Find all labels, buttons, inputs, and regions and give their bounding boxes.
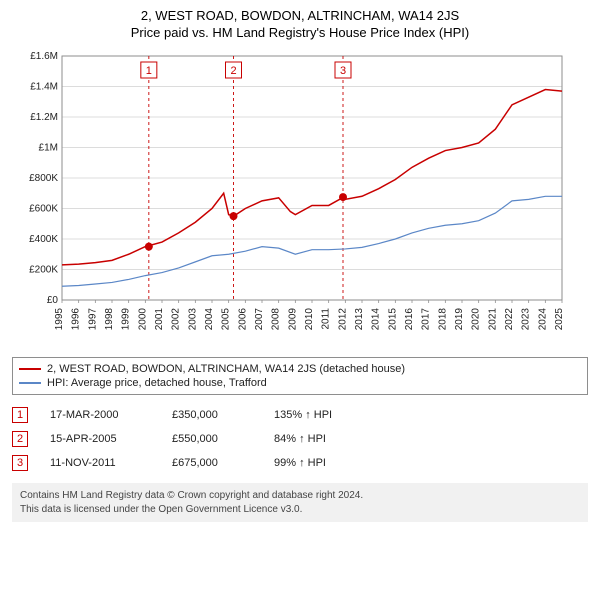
- sale-point: [145, 243, 153, 251]
- legend-swatch: [19, 368, 41, 370]
- y-tick-label: £200K: [29, 265, 58, 276]
- x-tick-label: 1995: [54, 308, 65, 331]
- marker-badge-number: 3: [340, 65, 346, 77]
- marker-price: £550,000: [172, 433, 252, 445]
- chart-subtitle: Price paid vs. HM Land Registry's House …: [12, 25, 588, 40]
- marker-date: 15-APR-2005: [50, 433, 150, 445]
- legend-item: HPI: Average price, detached house, Traf…: [19, 376, 581, 390]
- x-tick-label: 1999: [121, 308, 132, 331]
- marker-row: 2 15-APR-2005 £550,000 84% ↑ HPI: [12, 427, 588, 451]
- marker-price: £350,000: [172, 409, 252, 421]
- y-tick-label: £1.4M: [30, 82, 58, 93]
- marker-badge-number: 1: [146, 65, 152, 77]
- footnote-line: This data is licensed under the Open Gov…: [20, 503, 580, 517]
- x-tick-label: 2017: [421, 308, 432, 331]
- y-tick-label: £1.6M: [30, 51, 58, 62]
- x-tick-label: 2020: [471, 308, 482, 331]
- x-tick-label: 1997: [87, 308, 98, 331]
- sale-point: [230, 212, 238, 220]
- marker-badge: 3: [12, 455, 28, 471]
- y-tick-label: £1M: [39, 143, 58, 154]
- marker-badge-number: 2: [230, 65, 236, 77]
- sale-point: [339, 193, 347, 201]
- x-tick-label: 2012: [337, 308, 348, 331]
- x-tick-label: 2019: [454, 308, 465, 331]
- x-tick-label: 2007: [254, 308, 265, 331]
- x-tick-label: 2024: [537, 308, 548, 331]
- marker-pct: 99% ↑ HPI: [274, 457, 326, 469]
- chart-title: 2, WEST ROAD, BOWDON, ALTRINCHAM, WA14 2…: [12, 8, 588, 23]
- chart-area: £0 £200K £400K £600K £800K £1M £1.2M £1.4M £1.6M…: [12, 46, 588, 351]
- x-tick-label: 2002: [171, 308, 182, 331]
- y-tick-label: £400K: [29, 234, 58, 245]
- x-tick-label: 2006: [237, 308, 248, 331]
- x-tick-label: 2025: [554, 308, 565, 331]
- x-tick-label: 2013: [354, 308, 365, 331]
- chart-container: 2, WEST ROAD, BOWDON, ALTRINCHAM, WA14 2…: [0, 0, 600, 532]
- x-tick-label: 1998: [104, 308, 115, 331]
- y-tick-label: £600K: [29, 204, 58, 215]
- marker-date: 11-NOV-2011: [50, 457, 150, 469]
- legend-swatch: [19, 382, 41, 384]
- marker-price: £675,000: [172, 457, 252, 469]
- x-tick-label: 2005: [221, 308, 232, 331]
- y-tick-label: £800K: [29, 173, 58, 184]
- marker-row: 1 17-MAR-2000 £350,000 135% ↑ HPI: [12, 403, 588, 427]
- x-tick-label: 1996: [71, 308, 82, 331]
- legend-label: 2, WEST ROAD, BOWDON, ALTRINCHAM, WA14 2…: [47, 363, 405, 375]
- x-tick-label: 2010: [304, 308, 315, 331]
- y-tick-label: £1.2M: [30, 112, 58, 123]
- marker-badge: 1: [12, 407, 28, 423]
- x-tick-label: 2011: [321, 308, 332, 330]
- x-tick-label: 2023: [521, 308, 532, 331]
- x-tick-label: 2022: [504, 308, 515, 331]
- x-tick-label: 2018: [437, 308, 448, 331]
- y-tick-label: £0: [47, 295, 59, 306]
- footnote: Contains HM Land Registry data © Crown c…: [12, 483, 588, 522]
- x-tick-label: 2009: [287, 308, 298, 331]
- x-tick-label: 2000: [137, 308, 148, 331]
- legend: 2, WEST ROAD, BOWDON, ALTRINCHAM, WA14 2…: [12, 357, 588, 395]
- x-tick-label: 2014: [371, 308, 382, 331]
- x-tick-label: 2003: [187, 308, 198, 331]
- line-chart: £0 £200K £400K £600K £800K £1M £1.2M £1.4M £1.6M…: [12, 46, 572, 346]
- x-tick-label: 2008: [271, 308, 282, 331]
- marker-badge: 2: [12, 431, 28, 447]
- x-tick-label: 2021: [487, 308, 498, 331]
- x-tick-label: 2001: [154, 308, 165, 331]
- x-tick-label: 2015: [387, 308, 398, 331]
- footnote-line: Contains HM Land Registry data © Crown c…: [20, 489, 580, 503]
- marker-date: 17-MAR-2000: [50, 409, 150, 421]
- marker-table: 1 17-MAR-2000 £350,000 135% ↑ HPI 2 15-APR-20…: [12, 403, 588, 475]
- x-tick-label: 2004: [204, 308, 215, 331]
- x-tick-label: 2016: [404, 308, 415, 331]
- marker-row: 3 11-NOV-2011 £675,000 99% ↑ HPI: [12, 451, 588, 475]
- marker-pct: 135% ↑ HPI: [274, 409, 332, 421]
- legend-item: 2, WEST ROAD, BOWDON, ALTRINCHAM, WA14 2…: [19, 362, 581, 376]
- legend-label: HPI: Average price, detached house, Traf…: [47, 377, 267, 389]
- marker-pct: 84% ↑ HPI: [274, 433, 326, 445]
